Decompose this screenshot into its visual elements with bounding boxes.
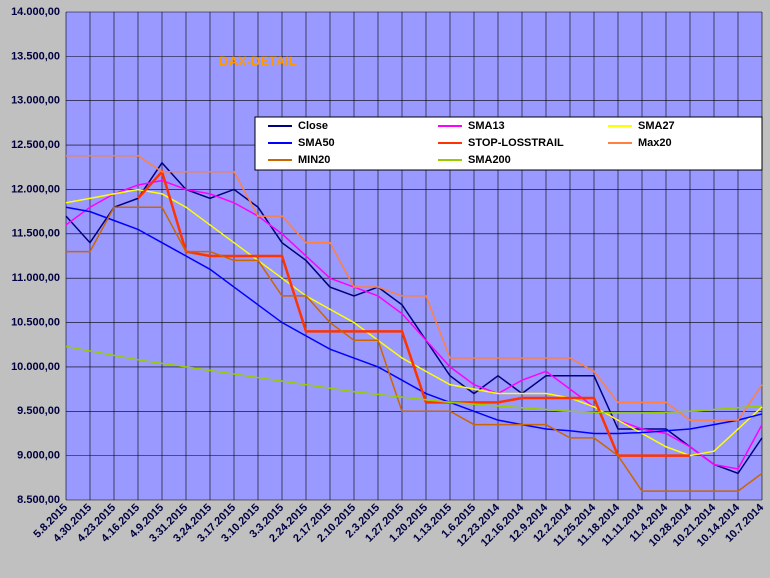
series-group bbox=[65, 154, 763, 492]
y-tick-label: 10.500,00 bbox=[11, 316, 60, 328]
legend-label: SMA27 bbox=[638, 120, 675, 132]
series-line bbox=[65, 206, 763, 435]
y-tick-label: 12.000,00 bbox=[11, 183, 60, 195]
series-line bbox=[65, 345, 763, 414]
y-tick-label: 13.500,00 bbox=[11, 50, 60, 62]
legend-label: SMA200 bbox=[468, 154, 511, 166]
plot-area bbox=[66, 12, 762, 500]
legend-entries: Close SMA13 SMA27 SMA50 STOP-LOSSTRAIL Max20 M… bbox=[268, 120, 675, 166]
legend bbox=[254, 116, 763, 171]
series-line bbox=[137, 169, 690, 457]
chart-title: DAX-DETAIL bbox=[219, 53, 297, 68]
series-line bbox=[66, 154, 763, 421]
legend-label: Close bbox=[298, 120, 328, 132]
legend-label: STOP-LOSSTRAIL bbox=[468, 137, 564, 149]
legend-label: MIN20 bbox=[298, 154, 330, 166]
y-tick-label: 12.500,00 bbox=[11, 139, 60, 151]
y-tick-label: 11.500,00 bbox=[12, 228, 60, 240]
y-tick-label: 9.000,00 bbox=[17, 450, 60, 462]
y-tick-label: 9.500,00 bbox=[17, 405, 60, 417]
y-tick-label: 13.000,00 bbox=[11, 95, 60, 107]
series-line bbox=[66, 206, 763, 492]
y-tick-label: 10.000,00 bbox=[11, 361, 60, 373]
y-tick-label: 8.500,00 bbox=[17, 494, 60, 506]
y-tick-label: 11.000,00 bbox=[12, 272, 60, 284]
legend-label: Max20 bbox=[638, 137, 672, 149]
y-tick-label: 14.000,00 bbox=[11, 6, 60, 18]
legend-label: SMA50 bbox=[298, 137, 335, 149]
legend-label: SMA13 bbox=[468, 120, 505, 132]
series-line bbox=[65, 179, 763, 470]
